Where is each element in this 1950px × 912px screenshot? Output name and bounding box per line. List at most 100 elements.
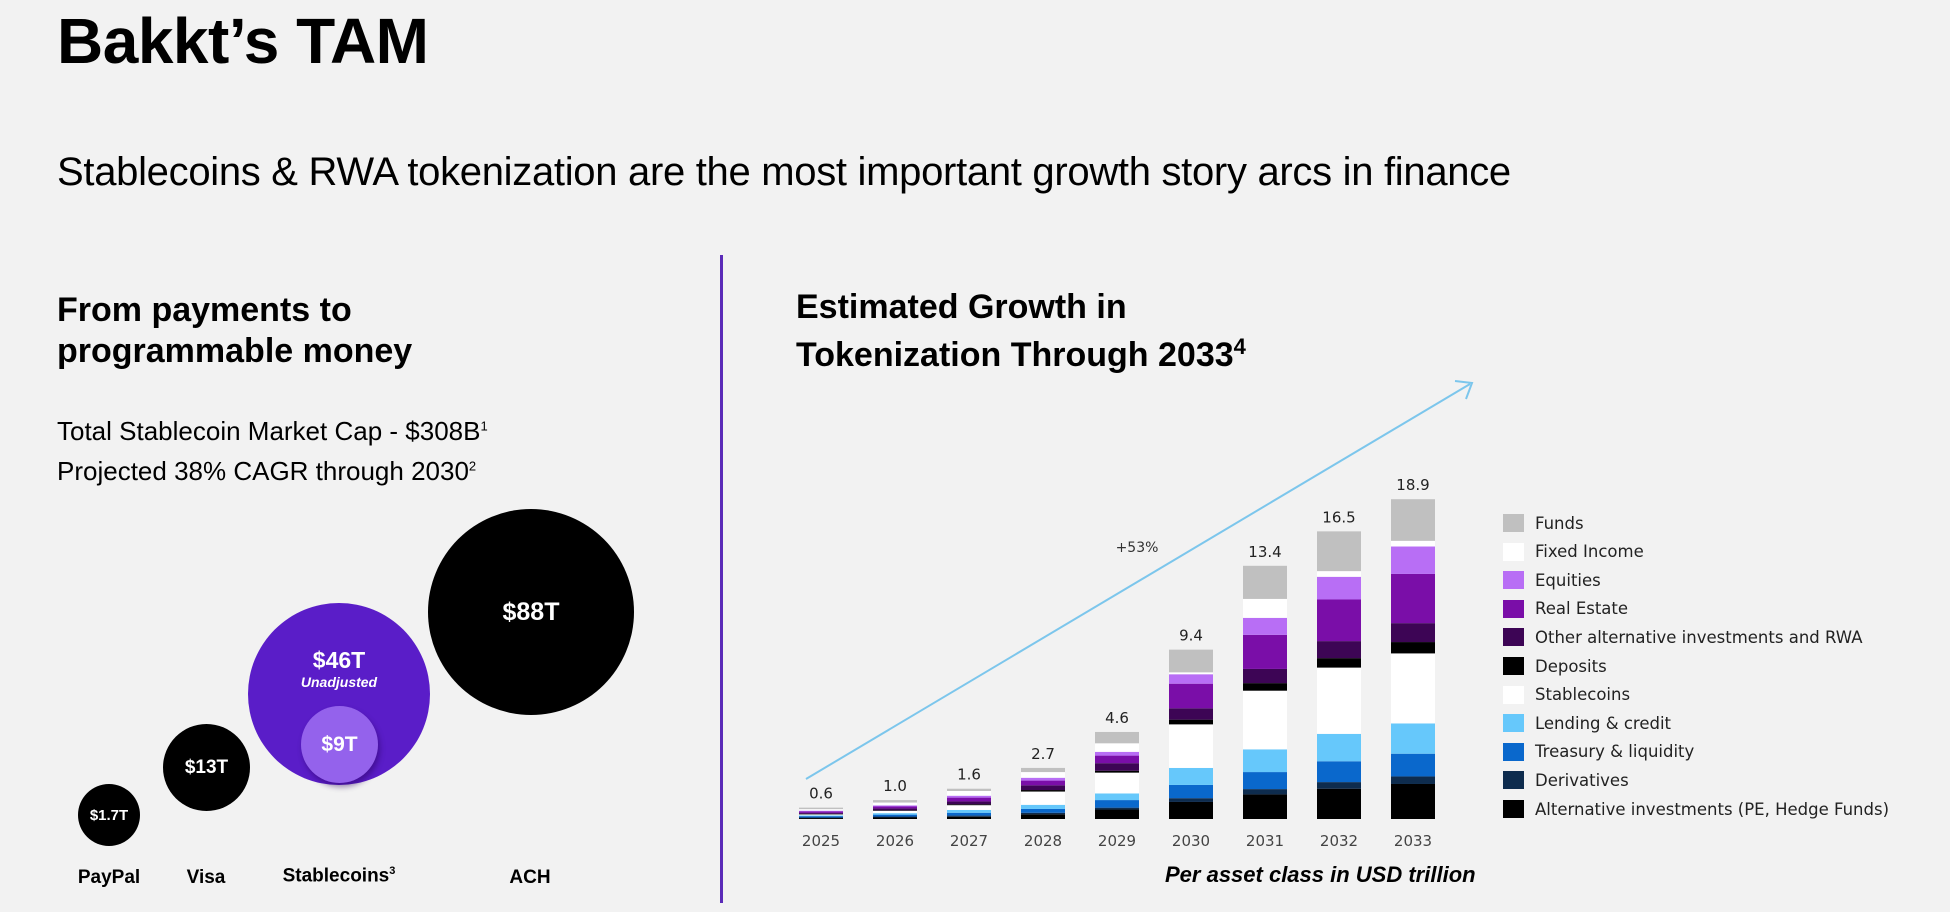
growth-annotation: +53% xyxy=(1116,540,1159,556)
bar-segment xyxy=(1095,770,1139,773)
bar-segment xyxy=(1243,690,1287,750)
bar-segment xyxy=(1243,749,1287,773)
bar-segment xyxy=(1317,531,1361,572)
ach-bubble: $88T xyxy=(428,509,634,715)
bar-segment xyxy=(1391,653,1435,724)
legend-label: Equities xyxy=(1535,570,1601,590)
bar-segment xyxy=(1243,772,1287,790)
bar-segment xyxy=(1021,812,1065,815)
visa-label: Visa xyxy=(186,867,226,888)
legend-item: Other alternative investments and RWA xyxy=(1503,626,1863,648)
bar-segment xyxy=(1021,780,1065,786)
bar-segment xyxy=(1391,783,1435,819)
x-tick-label: 2032 xyxy=(1320,832,1358,850)
x-tick-label: 2033 xyxy=(1394,832,1432,850)
bar-segment xyxy=(873,816,917,818)
bar-segment xyxy=(873,800,917,803)
bar-segment xyxy=(1391,642,1435,654)
bar-segment xyxy=(1095,809,1139,819)
chart-caption: Per asset class in USD trillion xyxy=(1165,862,1476,887)
legend-swatch xyxy=(1503,657,1524,675)
bar-segment xyxy=(947,797,991,802)
legend-label: Funds xyxy=(1535,513,1584,533)
legend-swatch xyxy=(1503,628,1524,647)
chart-heading-line-2: Tokenization Through 20334 xyxy=(796,334,1246,374)
bar-total-label: 1.0 xyxy=(883,777,907,795)
x-tick-label: 2025 xyxy=(802,832,840,850)
bar-segment xyxy=(1243,565,1287,599)
chart-heading: Estimated Growth in Tokenization Through… xyxy=(796,287,1246,375)
bar-segment xyxy=(1021,767,1065,773)
chart-heading-line-1: Estimated Growth in xyxy=(796,288,1127,326)
legend-swatch xyxy=(1503,771,1524,790)
bar-segment xyxy=(799,817,843,819)
legend-item: Equities xyxy=(1503,569,1601,591)
legend-swatch xyxy=(1503,742,1524,761)
bar-segment xyxy=(873,808,917,811)
bar-segment xyxy=(873,806,917,809)
bar-segment xyxy=(1391,540,1435,547)
bar-segment xyxy=(1317,788,1361,819)
bar-segment xyxy=(1243,789,1287,795)
paypal-label: PayPal xyxy=(77,867,141,888)
bar-total-label: 4.6 xyxy=(1105,709,1129,727)
legend-item: Real Estate xyxy=(1503,598,1628,620)
bar-segment xyxy=(1243,617,1287,635)
legend-swatch xyxy=(1503,542,1524,561)
left-heading-line-2: programmable money xyxy=(57,332,413,370)
legend-label: Stablecoins xyxy=(1535,685,1631,705)
growth-arrow-line xyxy=(805,383,1471,780)
bar-segment xyxy=(947,790,991,796)
legend-label: Other alternative investments and RWA xyxy=(1535,627,1863,647)
bar-segment xyxy=(1021,772,1065,778)
bar-segment xyxy=(1095,755,1139,764)
legend-item: Lending & credit xyxy=(1503,712,1671,734)
legend-swatch xyxy=(1503,514,1524,532)
bar-segment xyxy=(873,817,917,819)
bar-segment xyxy=(1169,672,1213,675)
bar-segment xyxy=(947,788,991,791)
cagr-stat: Projected 38% CAGR through 20302 xyxy=(57,456,477,486)
bar-segment xyxy=(1021,790,1065,792)
bar-total-label: 0.6 xyxy=(809,785,833,803)
bar-segment xyxy=(1317,571,1361,577)
stablecoins-label: Stablecoins3 xyxy=(282,865,396,887)
bar-segment xyxy=(799,816,843,818)
bar-segment xyxy=(1391,753,1435,777)
legend-item: Funds xyxy=(1503,512,1584,534)
legend-label: Treasury & liquidity xyxy=(1535,742,1695,762)
bar-segment xyxy=(947,801,991,805)
bar-segment xyxy=(1021,791,1065,805)
visa-bubble: $13T xyxy=(163,724,250,811)
bar-segment xyxy=(1317,641,1361,659)
bar-segment xyxy=(799,809,843,811)
x-tick-label: 2028 xyxy=(1024,832,1062,850)
bar-segment xyxy=(1095,743,1139,752)
legend-swatch xyxy=(1503,800,1524,818)
bar-segment xyxy=(1095,731,1139,744)
bar-segment xyxy=(947,815,991,817)
bar-segment xyxy=(799,818,843,819)
bar-segment xyxy=(947,812,991,816)
legend-swatch xyxy=(1503,714,1524,733)
x-tick-label: 2030 xyxy=(1172,832,1210,850)
bar-segment xyxy=(1021,804,1065,809)
bar-segment xyxy=(1095,763,1139,771)
bar-total-label: 9.4 xyxy=(1179,627,1203,645)
bar-segment xyxy=(1243,683,1287,691)
bar-segment xyxy=(947,795,991,798)
bar-segment xyxy=(1169,674,1213,684)
bar-segment xyxy=(1095,800,1139,808)
stablecoins-adjusted-bubble: $9T xyxy=(301,706,378,783)
bar-total-label: 16.5 xyxy=(1322,508,1355,526)
bar-segment xyxy=(947,804,991,806)
stablecoins-bubble-value: $46T xyxy=(312,647,366,673)
x-tick-label: 2026 xyxy=(876,832,914,850)
legend-label: Lending & credit xyxy=(1535,713,1672,733)
bar-segment xyxy=(947,816,991,819)
bar-segment xyxy=(873,813,917,815)
bar-segment xyxy=(1391,776,1435,784)
bar-segment xyxy=(873,814,917,817)
legend-label: Derivatives xyxy=(1535,770,1629,790)
